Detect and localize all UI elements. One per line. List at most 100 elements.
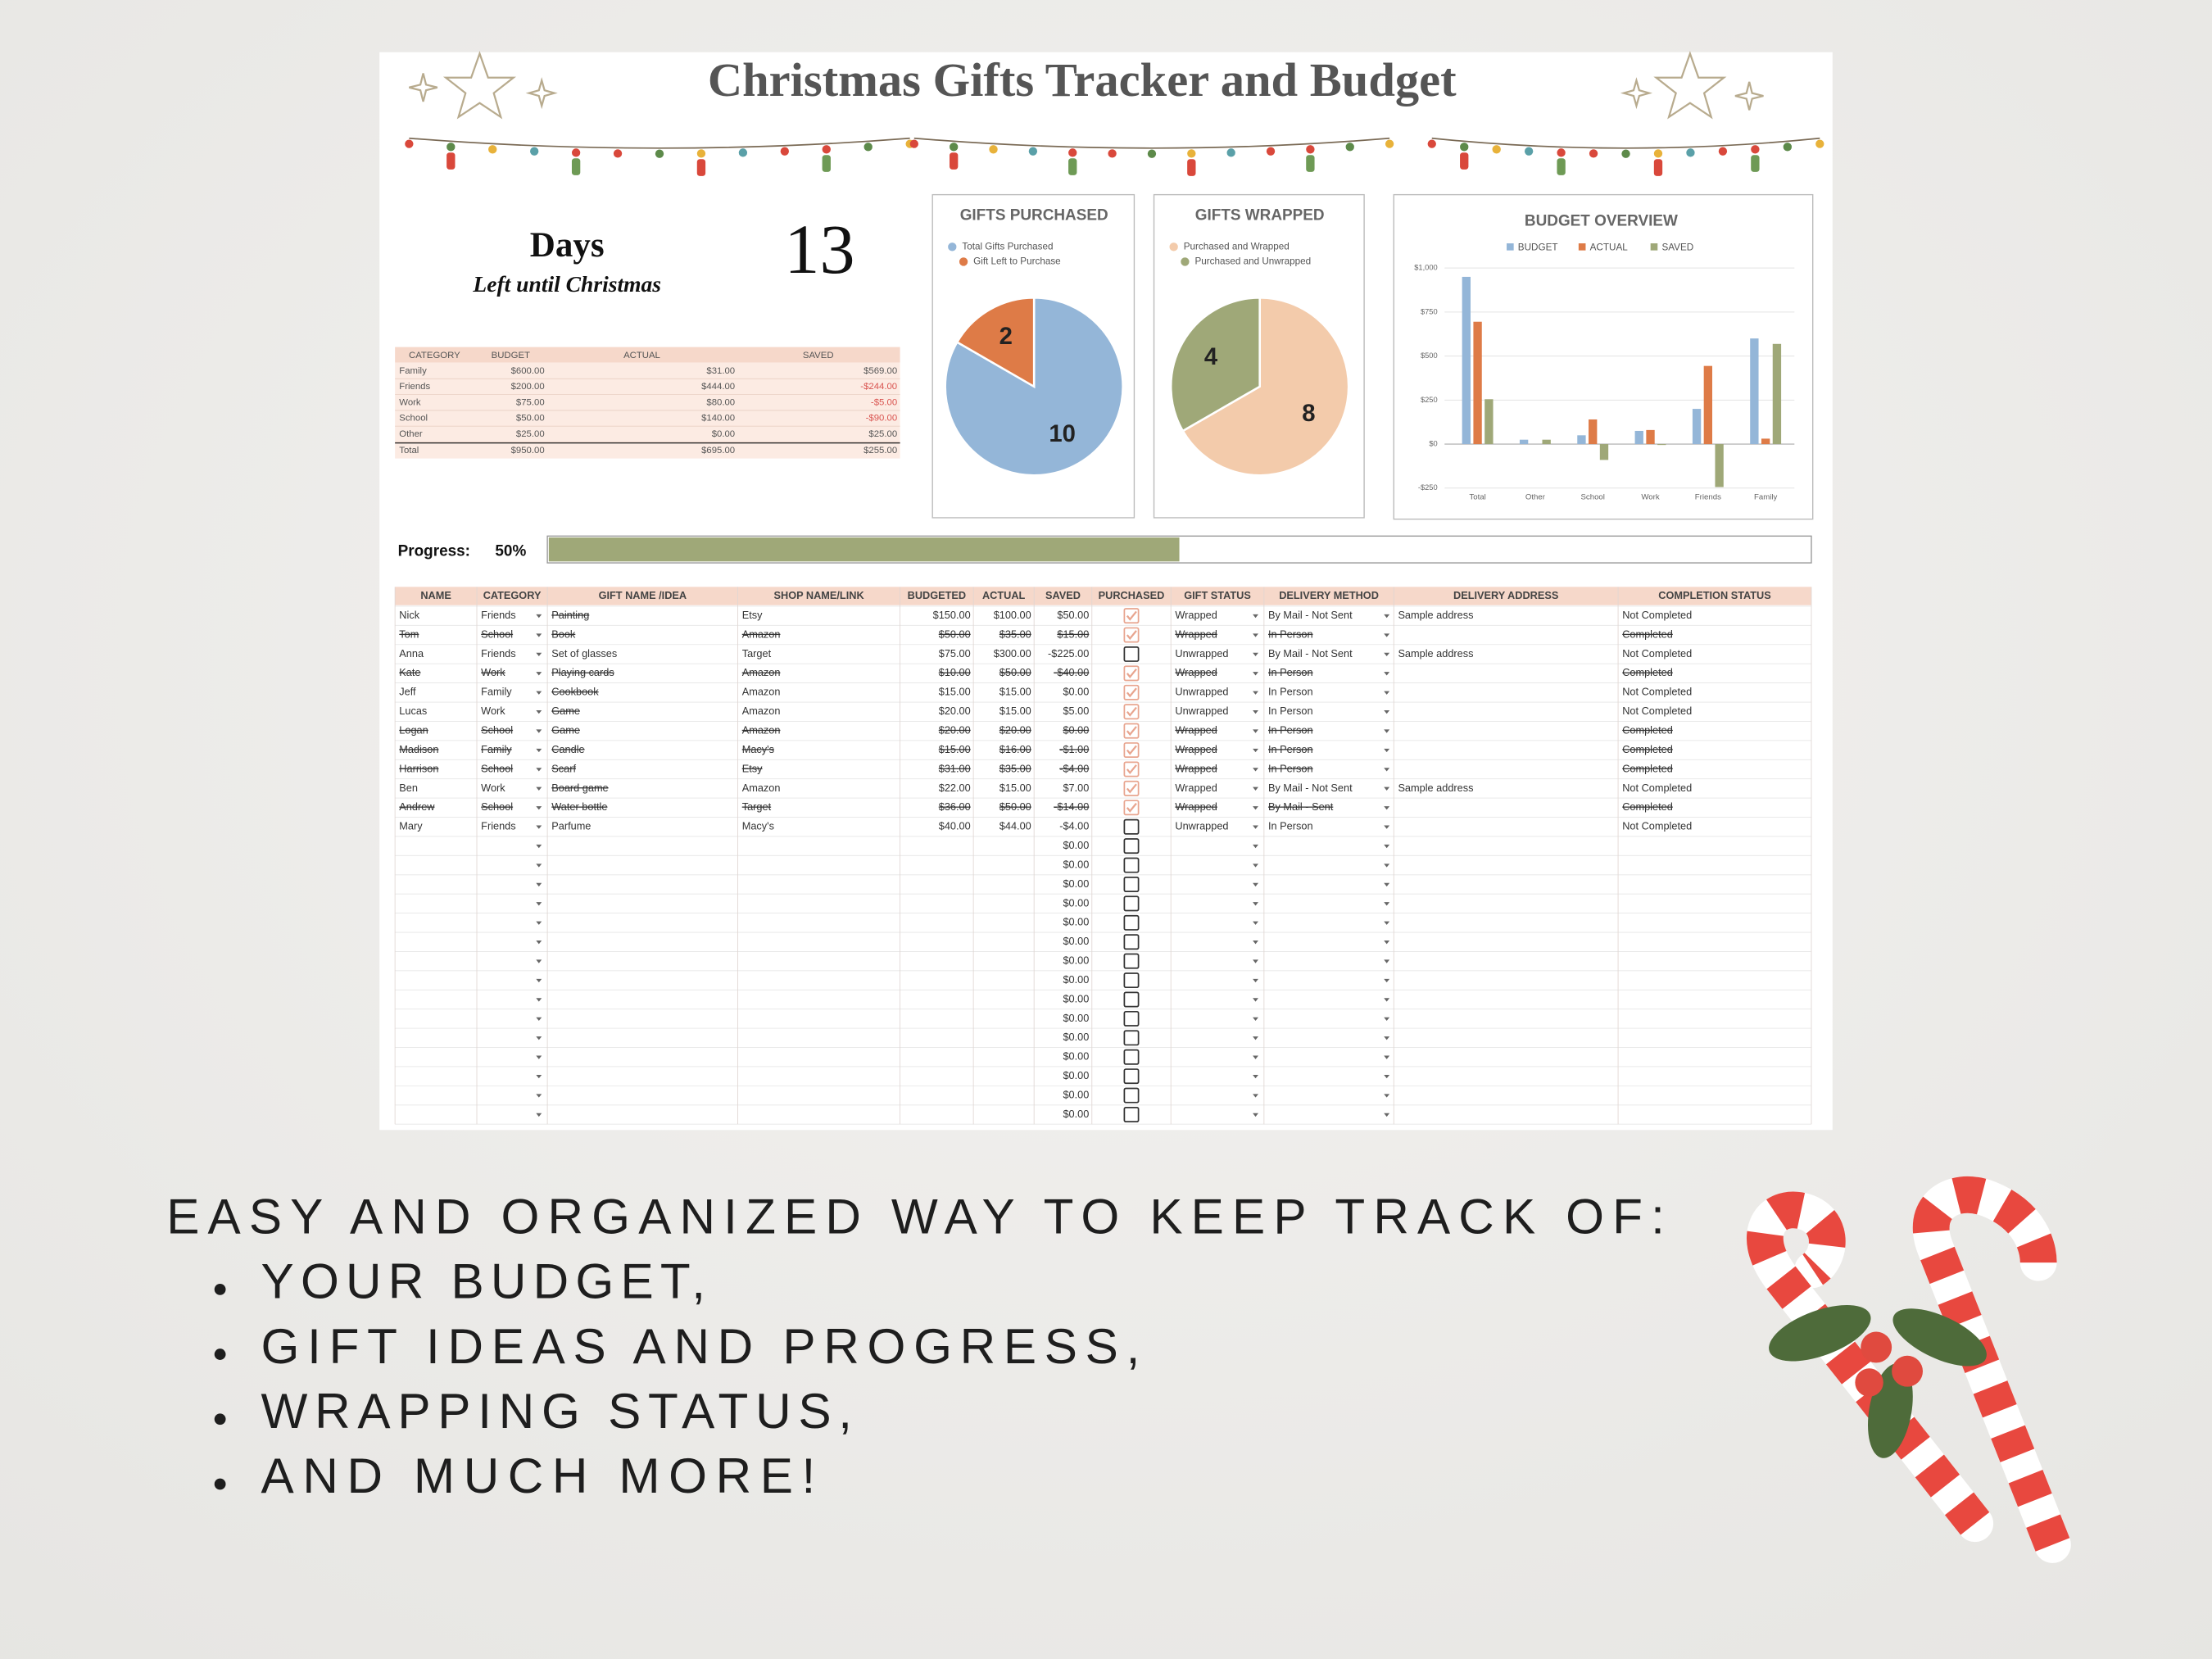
dropdown-arrow[interactable] xyxy=(536,768,542,772)
dropdown-arrow[interactable] xyxy=(536,825,542,829)
dropdown-arrow[interactable] xyxy=(1384,748,1390,753)
dropdown-arrow[interactable] xyxy=(1253,633,1258,637)
checkbox[interactable] xyxy=(1123,934,1140,950)
checkbox[interactable] xyxy=(1123,1068,1140,1085)
checkbox[interactable] xyxy=(1123,914,1140,931)
dropdown-arrow[interactable] xyxy=(1384,825,1390,829)
checkbox[interactable] xyxy=(1123,780,1140,796)
dropdown-arrow[interactable] xyxy=(536,1113,542,1117)
checkbox[interactable] xyxy=(1123,877,1140,892)
dropdown-arrow[interactable] xyxy=(536,1036,542,1040)
checkbox[interactable] xyxy=(1123,895,1140,912)
dropdown-arrow[interactable] xyxy=(1384,786,1390,791)
dropdown-arrow[interactable] xyxy=(1253,1055,1258,1059)
dropdown-arrow[interactable] xyxy=(1384,1036,1390,1040)
dropdown-arrow[interactable] xyxy=(1253,921,1258,925)
dropdown-arrow[interactable] xyxy=(536,786,542,791)
dropdown-arrow[interactable] xyxy=(1253,1017,1258,1021)
checkbox[interactable] xyxy=(1123,800,1140,816)
dropdown-arrow[interactable] xyxy=(1384,863,1390,868)
dropdown-arrow[interactable] xyxy=(536,1094,542,1098)
dropdown-arrow[interactable] xyxy=(536,921,542,925)
dropdown-arrow[interactable] xyxy=(1253,998,1258,1002)
dropdown-arrow[interactable] xyxy=(1384,672,1390,676)
dropdown-arrow[interactable] xyxy=(1253,825,1258,829)
dropdown-arrow[interactable] xyxy=(1253,902,1258,906)
dropdown-arrow[interactable] xyxy=(1253,652,1258,657)
checkbox[interactable] xyxy=(1123,1049,1140,1065)
checkbox[interactable] xyxy=(1123,742,1140,759)
dropdown-arrow[interactable] xyxy=(1384,729,1390,733)
checkbox[interactable] xyxy=(1123,627,1140,643)
dropdown-arrow[interactable] xyxy=(1384,614,1390,619)
dropdown-arrow[interactable] xyxy=(1384,921,1390,925)
checkbox[interactable] xyxy=(1123,991,1140,1008)
checkbox[interactable] xyxy=(1123,646,1140,662)
dropdown-arrow[interactable] xyxy=(536,806,542,810)
dropdown-arrow[interactable] xyxy=(1384,1074,1390,1079)
dropdown-arrow[interactable] xyxy=(1384,882,1390,887)
dropdown-arrow[interactable] xyxy=(1384,902,1390,906)
dropdown-arrow[interactable] xyxy=(1253,1036,1258,1040)
dropdown-arrow[interactable] xyxy=(536,691,542,695)
dropdown-arrow[interactable] xyxy=(1253,709,1258,714)
dropdown-arrow[interactable] xyxy=(1253,672,1258,676)
dropdown-arrow[interactable] xyxy=(1384,633,1390,637)
dropdown-arrow[interactable] xyxy=(1384,652,1390,657)
dropdown-arrow[interactable] xyxy=(1253,1094,1258,1098)
dropdown-arrow[interactable] xyxy=(1253,768,1258,772)
dropdown-arrow[interactable] xyxy=(1253,882,1258,887)
dropdown-arrow[interactable] xyxy=(536,652,542,657)
dropdown-arrow[interactable] xyxy=(1253,786,1258,791)
checkbox[interactable] xyxy=(1123,972,1140,989)
dropdown-arrow[interactable] xyxy=(536,978,542,983)
checkbox[interactable] xyxy=(1123,684,1140,700)
dropdown-arrow[interactable] xyxy=(536,748,542,753)
dropdown-arrow[interactable] xyxy=(536,941,542,945)
checkbox[interactable] xyxy=(1123,1107,1140,1122)
checkbox[interactable] xyxy=(1123,857,1140,873)
dropdown-arrow[interactable] xyxy=(1253,691,1258,695)
dropdown-arrow[interactable] xyxy=(536,1055,542,1059)
dropdown-arrow[interactable] xyxy=(1384,691,1390,695)
dropdown-arrow[interactable] xyxy=(536,1074,542,1079)
checkbox[interactable] xyxy=(1123,665,1140,682)
checkbox[interactable] xyxy=(1123,1010,1140,1027)
dropdown-arrow[interactable] xyxy=(1384,806,1390,810)
dropdown-arrow[interactable] xyxy=(1253,844,1258,849)
checkbox[interactable] xyxy=(1123,723,1140,739)
dropdown-arrow[interactable] xyxy=(1253,978,1258,983)
checkbox[interactable] xyxy=(1123,608,1140,624)
dropdown-arrow[interactable] xyxy=(1384,941,1390,945)
dropdown-arrow[interactable] xyxy=(536,882,542,887)
checkbox[interactable] xyxy=(1123,761,1140,777)
dropdown-arrow[interactable] xyxy=(1253,863,1258,868)
dropdown-arrow[interactable] xyxy=(536,863,542,868)
dropdown-arrow[interactable] xyxy=(1253,941,1258,945)
dropdown-arrow[interactable] xyxy=(1384,1094,1390,1098)
dropdown-arrow[interactable] xyxy=(1253,1074,1258,1079)
dropdown-arrow[interactable] xyxy=(536,709,542,714)
checkbox[interactable] xyxy=(1123,1030,1140,1046)
dropdown-arrow[interactable] xyxy=(1384,1055,1390,1059)
checkbox[interactable] xyxy=(1123,838,1140,854)
dropdown-arrow[interactable] xyxy=(536,998,542,1002)
dropdown-arrow[interactable] xyxy=(1253,614,1258,619)
dropdown-arrow[interactable] xyxy=(536,844,542,849)
checkbox[interactable] xyxy=(1123,953,1140,969)
dropdown-arrow[interactable] xyxy=(1253,806,1258,810)
dropdown-arrow[interactable] xyxy=(536,633,542,637)
dropdown-arrow[interactable] xyxy=(1253,729,1258,733)
checkbox[interactable] xyxy=(1123,704,1140,720)
dropdown-arrow[interactable] xyxy=(536,672,542,676)
dropdown-arrow[interactable] xyxy=(536,1017,542,1021)
dropdown-arrow[interactable] xyxy=(1384,844,1390,849)
dropdown-arrow[interactable] xyxy=(1384,1113,1390,1117)
dropdown-arrow[interactable] xyxy=(1384,709,1390,714)
dropdown-arrow[interactable] xyxy=(536,959,542,963)
dropdown-arrow[interactable] xyxy=(1384,978,1390,983)
dropdown-arrow[interactable] xyxy=(1253,1113,1258,1117)
checkbox[interactable] xyxy=(1123,818,1140,835)
dropdown-arrow[interactable] xyxy=(1384,998,1390,1002)
checkbox[interactable] xyxy=(1123,1087,1140,1104)
